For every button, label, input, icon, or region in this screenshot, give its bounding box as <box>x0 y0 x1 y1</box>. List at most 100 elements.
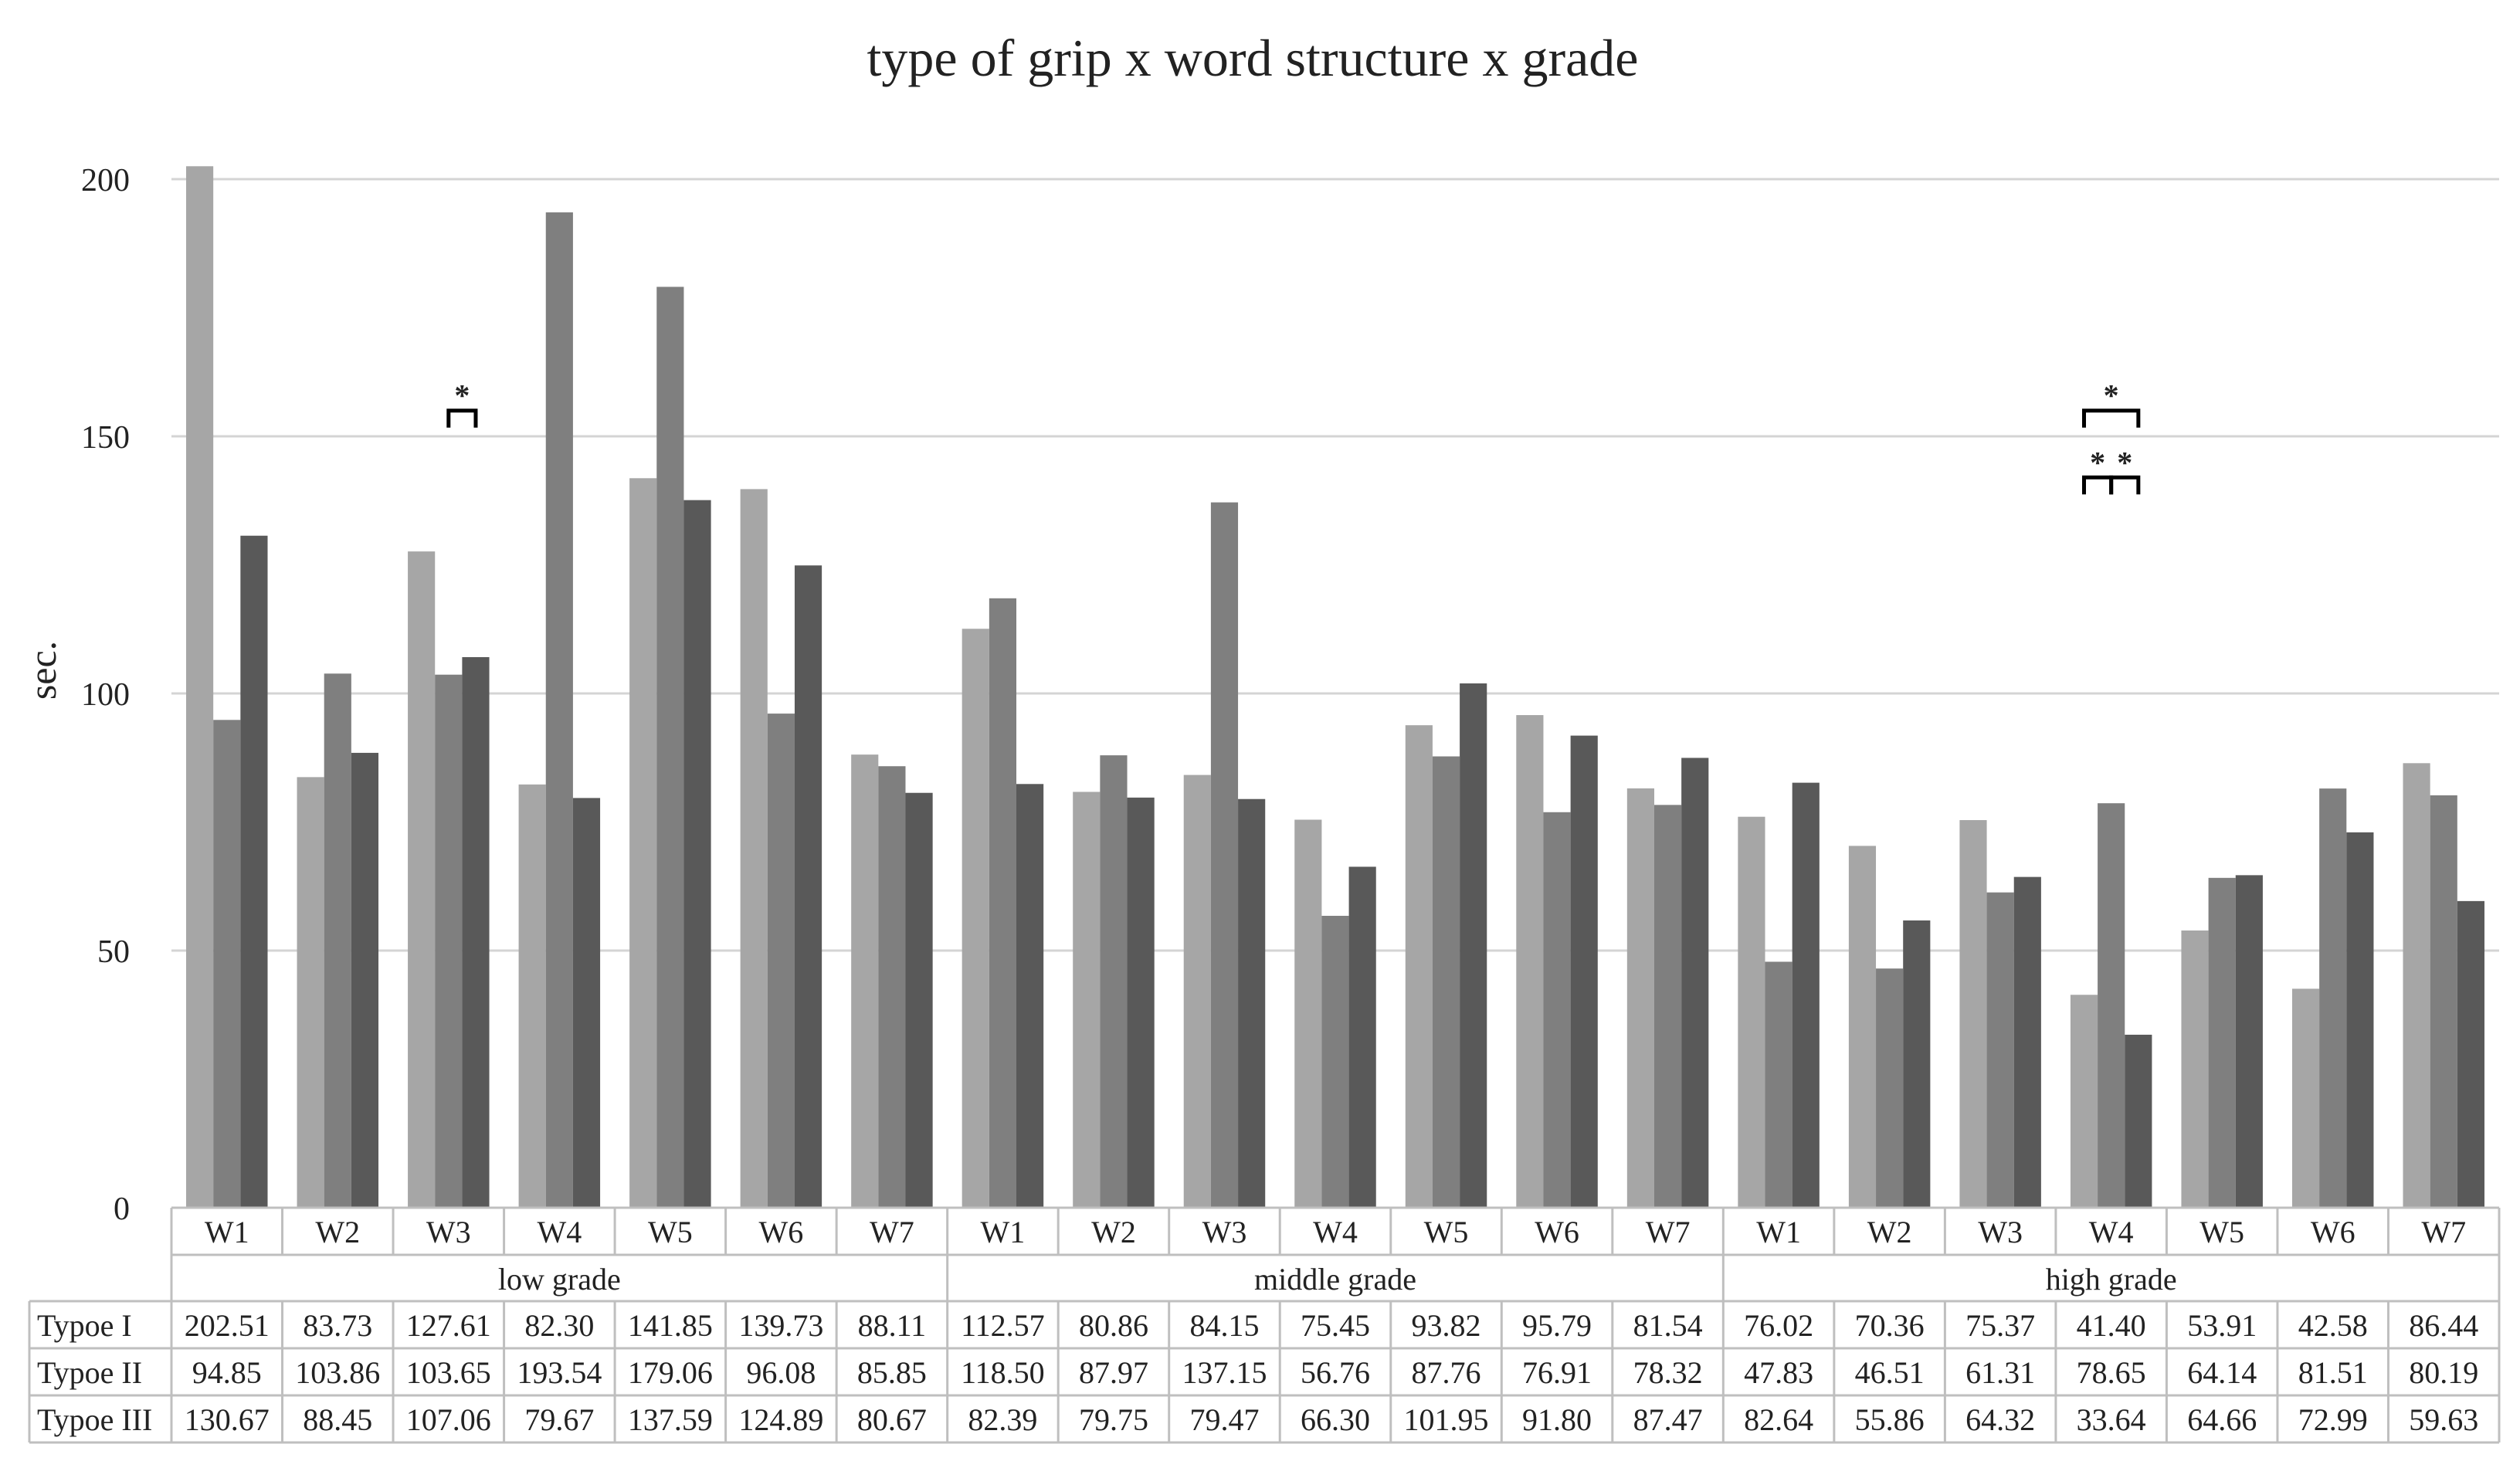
bar-3-14 <box>1681 758 1709 1208</box>
category-label: W4 <box>1313 1215 1358 1249</box>
significance-star: * <box>2104 378 2119 413</box>
data-value-label: 88.11 <box>858 1308 927 1343</box>
bar-3-13 <box>1570 735 1598 1208</box>
y-tick-label: 50 <box>97 934 130 970</box>
significance-bracket <box>2082 475 2114 495</box>
data-value-label: 88.45 <box>303 1402 372 1437</box>
bar-2-13 <box>1543 812 1571 1208</box>
series-name: Typoe III <box>37 1402 152 1437</box>
data-value-label: 76.91 <box>1522 1355 1592 1390</box>
data-value-label: 41.40 <box>2077 1308 2146 1343</box>
bar-2-19 <box>2208 877 2236 1208</box>
significance-bracket <box>2109 475 2141 495</box>
data-value-label: 193.54 <box>517 1355 602 1390</box>
data-value-label: 79.47 <box>1189 1402 1259 1437</box>
data-value-label: 82.64 <box>1744 1402 1813 1437</box>
data-value-label: 87.97 <box>1079 1355 1148 1390</box>
bar-3-15 <box>1792 782 1820 1208</box>
bar-3-1 <box>240 535 268 1208</box>
data-value-label: 47.83 <box>1744 1355 1813 1390</box>
category-label: W3 <box>1202 1215 1247 1249</box>
bar-3-19 <box>2235 875 2263 1208</box>
bar-2-4 <box>545 212 573 1209</box>
bar-3-18 <box>2125 1034 2152 1208</box>
data-value-label: 78.65 <box>2077 1355 2146 1390</box>
data-value-label: 75.45 <box>1301 1308 1370 1343</box>
data-value-label: 84.15 <box>1189 1308 1259 1343</box>
data-value-label: 33.64 <box>2077 1402 2146 1437</box>
category-label: W6 <box>758 1215 803 1249</box>
data-value-label: 124.89 <box>738 1402 823 1437</box>
data-value-label: 85.85 <box>857 1355 927 1390</box>
significance-annotations: * * * * <box>446 378 2141 495</box>
data-value-label: 79.67 <box>524 1402 594 1437</box>
data-value-label: 75.37 <box>1965 1308 2035 1343</box>
bar-3-2 <box>351 752 379 1208</box>
category-label: W3 <box>426 1215 471 1249</box>
bar-1-17 <box>1959 820 1987 1208</box>
category-label: W1 <box>205 1215 249 1249</box>
data-value-label: 130.67 <box>185 1402 270 1437</box>
data-value-label: 80.86 <box>1079 1308 1148 1343</box>
data-value-label: 137.15 <box>1182 1355 1267 1390</box>
data-value-label: 82.30 <box>524 1308 594 1343</box>
bar-1-2 <box>297 777 324 1208</box>
bar-2-8 <box>989 598 1017 1208</box>
bar-3-17 <box>2013 876 2041 1208</box>
category-label: W2 <box>1091 1215 1136 1249</box>
significance-star: * <box>454 378 470 413</box>
data-value-label: 61.31 <box>1965 1355 2035 1390</box>
bar-2-17 <box>1986 892 2014 1208</box>
bar-2-5 <box>656 286 684 1208</box>
bar-1-4 <box>518 784 546 1208</box>
bar-3-8 <box>1016 784 1044 1208</box>
category-label: W7 <box>2421 1215 2466 1249</box>
category-label: W6 <box>2311 1215 2356 1249</box>
bar-3-11 <box>1348 866 1376 1208</box>
y-axis-ticks: 0 50 100 150 200 <box>81 163 130 1227</box>
bar-1-6 <box>740 489 768 1208</box>
category-label: W2 <box>1867 1215 1912 1249</box>
data-value-label: 82.39 <box>968 1402 1037 1437</box>
significance-bracket <box>2082 408 2141 428</box>
data-value-label: 139.73 <box>738 1308 823 1343</box>
bar-1-12 <box>1405 725 1433 1208</box>
category-label: W1 <box>1756 1215 1801 1249</box>
bar-3-10 <box>1238 798 1266 1208</box>
data-value-label: 141.85 <box>628 1308 713 1343</box>
group-label: middle grade <box>1254 1262 1416 1297</box>
data-table: W1 W2 W3 W4 W5 W6 W7 W1 W2 W3 W4 W5 W6 W7 W1 W2 W3 W4 W5 W6… <box>28 1206 2501 1444</box>
category-label: W7 <box>870 1215 914 1249</box>
data-value-label: 94.85 <box>192 1355 262 1390</box>
category-label: W5 <box>2199 1215 2244 1249</box>
data-value-label: 46.51 <box>1855 1355 1925 1390</box>
bar-1-13 <box>1516 715 1544 1208</box>
significance-star: * <box>2090 445 2105 480</box>
y-tick-label: 0 <box>114 1192 130 1227</box>
bar-3-21 <box>2457 900 2484 1208</box>
data-value-label: 83.73 <box>303 1308 372 1343</box>
bar-1-19 <box>2181 930 2209 1208</box>
data-value-label: 87.76 <box>1412 1355 1481 1390</box>
bar-3-6 <box>794 565 822 1208</box>
data-value-label: 96.08 <box>746 1355 816 1390</box>
bars <box>186 166 2484 1209</box>
bar-3-16 <box>1903 920 1931 1208</box>
bar-3-5 <box>683 500 711 1208</box>
category-label: W1 <box>981 1215 1026 1249</box>
bar-1-9 <box>1073 792 1101 1208</box>
bar-1-10 <box>1183 775 1211 1208</box>
data-value-label: 59.63 <box>2409 1402 2478 1437</box>
bar-3-9 <box>1127 797 1155 1208</box>
bar-1-18 <box>2070 995 2098 1208</box>
data-value-label: 56.76 <box>1301 1355 1370 1390</box>
category-label: W4 <box>537 1215 582 1249</box>
data-value-label: 137.59 <box>628 1402 713 1437</box>
category-label: W6 <box>1535 1215 1579 1249</box>
bar-3-7 <box>905 792 933 1208</box>
data-value-label: 179.06 <box>628 1355 713 1390</box>
bar-1-15 <box>1738 816 1765 1208</box>
data-value-label: 80.19 <box>2409 1355 2478 1390</box>
data-value-label: 53.91 <box>2187 1308 2257 1343</box>
data-value-label: 80.67 <box>857 1402 927 1437</box>
